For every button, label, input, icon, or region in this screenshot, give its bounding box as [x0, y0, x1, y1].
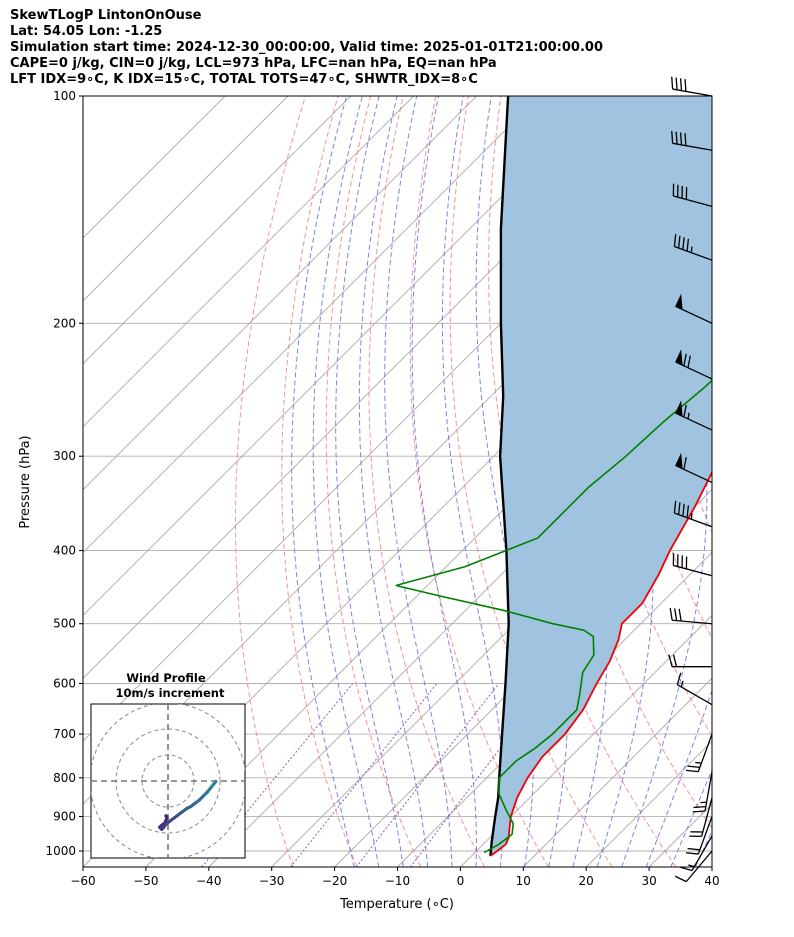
moist-adiabat-line [670, 768, 712, 867]
x-tick-label: −40 [196, 874, 221, 888]
wind-barb [674, 850, 713, 883]
isotherm-line [334, 488, 712, 867]
wind-barb [676, 672, 713, 706]
hodograph-content [91, 704, 245, 858]
header-stability: CAPE=0 j/kg, CIN=0 j/kg, LCL=973 hPa, LF… [10, 56, 497, 71]
x-tick-label: −30 [259, 874, 284, 888]
cape-fill-layer [490, 96, 712, 856]
isotherm-line [711, 866, 712, 867]
wind-barb [689, 797, 713, 838]
temperature-line [489, 470, 712, 857]
wind-barb [692, 771, 713, 813]
isotherm-line [83, 96, 477, 491]
parcel-profile-line [489, 96, 510, 857]
isotherm-line [83, 96, 603, 617]
wind-barb [672, 553, 713, 577]
isotherm-line [83, 96, 415, 428]
moist-adiabat-line [335, 96, 404, 867]
x-tick-label: −60 [70, 874, 95, 888]
wind-barbs [668, 76, 713, 883]
moist-adiabat-line [312, 96, 380, 867]
hodograph-segment [210, 779, 218, 789]
moist-adiabat-line [441, 96, 504, 867]
header: SkewTLogP LintonOnOuse Lat: 54.05 Lon: -… [10, 8, 603, 88]
moist-adiabat-line [411, 96, 477, 867]
dry-adiabat-line [762, 96, 794, 867]
wind-barb [679, 835, 713, 872]
y-tick-label: 100 [53, 89, 76, 103]
x-tick-label: 20 [579, 874, 594, 888]
moist-adiabat-line [621, 96, 708, 867]
wind-barb [675, 349, 713, 380]
header-location: Lat: 54.05 Lon: -1.25 [10, 24, 163, 39]
x-tick-label: −20 [322, 874, 347, 888]
cin-fill-area [490, 96, 712, 856]
header-times: Simulation start time: 2024-12-30_00:00:… [10, 40, 603, 55]
wind-barb [675, 293, 713, 324]
dry-adiabat-line [368, 96, 485, 867]
y-tick-label: 700 [53, 727, 76, 741]
isotherm-line [522, 677, 712, 867]
hodograph-title: Wind Profile [126, 671, 206, 685]
y-tick-label: 400 [53, 544, 76, 558]
isotherm-line [83, 96, 352, 365]
profile-layer [395, 96, 712, 857]
header-indices: LFT IDX=9∘C, K IDX=15∘C, TOTAL TOTS=47∘C… [10, 72, 478, 87]
y-tick-label: 300 [53, 449, 76, 463]
wind-barb [671, 76, 713, 97]
isotherm-line [83, 96, 540, 554]
moist-adiabat-line [384, 96, 453, 867]
wind-barb [672, 183, 713, 207]
mixing-ratio-line [290, 683, 438, 867]
wind-barb [673, 234, 713, 261]
y-tick-label: 900 [53, 809, 76, 823]
dry-adiabat-line [325, 96, 422, 867]
wind-barb [673, 500, 713, 528]
moist-adiabat-line [475, 96, 534, 867]
hodograph-inset: Wind Profile 10m/s increment [90, 671, 246, 859]
y-tick-label: 600 [53, 677, 76, 691]
x-tick-label: −10 [385, 874, 410, 888]
x-axis-label: Temperature (∘C) [339, 897, 454, 912]
wind-barb [675, 400, 713, 431]
dewpoint-line [395, 379, 712, 854]
dry-adiabat-line [281, 96, 358, 867]
y-tick-label: 800 [53, 771, 76, 785]
wind-barb [668, 654, 712, 668]
wind-barb [671, 130, 713, 151]
wind-barb [685, 816, 713, 855]
moist-adiabat-line [645, 689, 712, 867]
x-tick-label: −50 [133, 874, 158, 888]
moist-adiabat-line [291, 96, 355, 867]
dry-adiabat-line [409, 96, 549, 867]
moist-adiabat-line [358, 96, 429, 867]
y-axis-label: Pressure (hPa) [18, 435, 33, 528]
wind-barb [685, 733, 713, 773]
x-tick-label: 0 [457, 874, 465, 888]
wind-barb [675, 452, 713, 484]
y-tick-label: 500 [53, 617, 76, 631]
wind-barb [669, 607, 713, 625]
dry-adiabat-line [235, 96, 306, 867]
x-tick-label: 30 [641, 874, 656, 888]
hodograph-subtitle: 10m/s increment [116, 686, 225, 700]
moist-adiabat-line [720, 96, 794, 867]
isotherm-line [83, 96, 289, 302]
isotherm-line [460, 614, 712, 867]
y-tick-label: 1000 [45, 844, 76, 858]
dry-adiabat-line [729, 96, 794, 867]
isotherm-line [83, 96, 226, 239]
y-tick-label: 200 [53, 316, 76, 330]
x-tick-label: 10 [516, 874, 531, 888]
x-tick-label: 40 [704, 874, 719, 888]
header-title: SkewTLogP LintonOnOuse [10, 8, 202, 23]
axis-ticks: −60 −50 −40 −30 −20 −10 0 10 20 30 40 100 200 300 400 5… [45, 89, 719, 888]
